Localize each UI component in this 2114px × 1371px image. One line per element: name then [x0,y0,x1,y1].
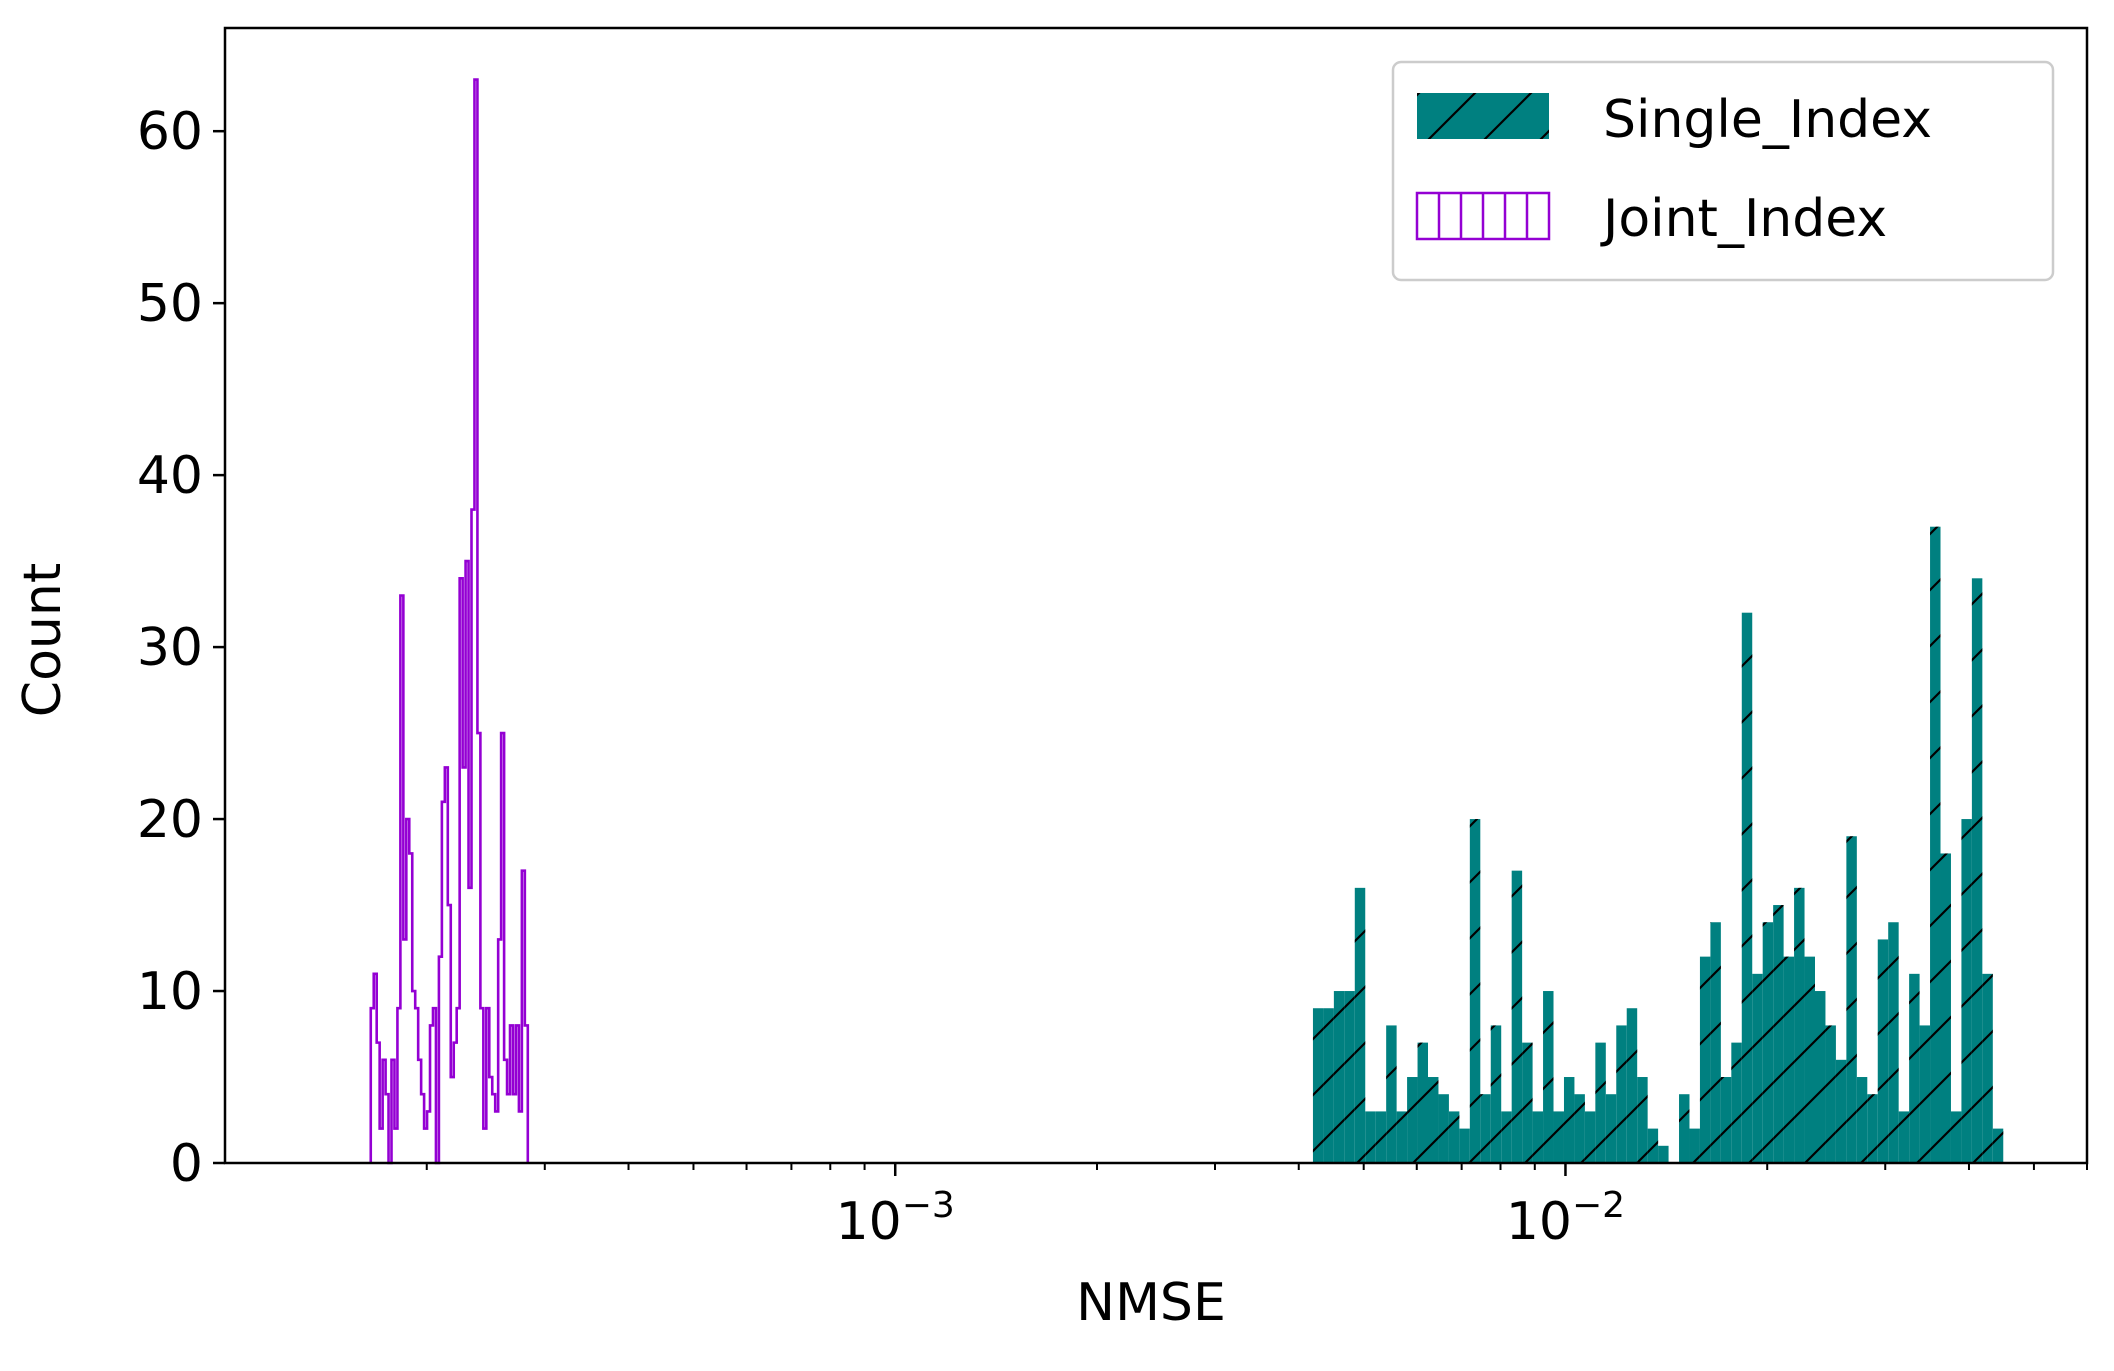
bar-hatch-single-index [1469,819,1481,1163]
bar-hatch-single-index [1386,1025,1397,1163]
bar-hatch-single-index [1333,991,1345,1163]
bar-hatch-single-index [1417,1042,1429,1163]
bar-hatch-single-index [1909,973,1920,1163]
legend-label-joint-index: Joint_Index [1600,189,1887,249]
bar-hatch-single-index [1647,1128,1659,1163]
bar-hatch-single-index [1543,991,1554,1163]
bar-hatch-single-index [1992,1128,2004,1163]
axes-frame [223,26,2089,1165]
bar-hatch-single-index [1731,1042,1742,1163]
y-axis-label: Count [13,563,73,717]
bar-hatch-single-index [1344,991,1355,1163]
y-tick-label: 0 [170,1134,203,1194]
bar-hatch-single-index [1312,1008,1324,1163]
x-axis-label: NMSE [1076,1273,1226,1333]
bar-hatch-single-index [1961,819,1972,1163]
bar-hatch-single-index [1563,1077,1575,1163]
bar-hatch-single-index [1490,1025,1502,1163]
bar-hatch-single-index [1982,973,1993,1163]
legend-swatch-joint-index-hatch [1437,193,1529,239]
y-tick-label: 30 [137,618,203,678]
legend-frame [1391,60,2055,282]
bar-hatch-single-index [1407,1077,1418,1163]
y-tick-label: 20 [137,790,203,850]
bar-hatch-single-index [1354,887,1366,1163]
bar-hatch-single-index [1783,956,1795,1163]
bar-hatch-single-index [1898,1111,1910,1163]
bar-hatch-single-index [1428,1077,1439,1163]
bar-hatch-single-index [1553,1111,1564,1163]
bar-hatch-single-index [1710,922,1721,1163]
bar-hatch-single-index [1971,578,1983,1163]
bar-hatch-single-index [1480,1094,1491,1163]
bar-hatch-single-index [1752,973,1763,1163]
legend-swatch-single-index-hatch [1417,93,1549,139]
bar-hatch-single-index [1323,1008,1334,1163]
bar-hatch-single-index [1856,1077,1868,1163]
bar-hatch-single-index [1637,1077,1648,1163]
bar-hatch-single-index [1762,922,1774,1163]
bar-hatch-single-index [1511,870,1523,1163]
bar-hatch-single-index [1375,1111,1387,1163]
bar-hatch-single-index [1825,1025,1836,1163]
bar-hatch-single-index [1846,836,1857,1163]
bar-hatch-single-index [1522,1042,1533,1163]
y-tick-label: 10 [137,962,203,1022]
bar-hatch-single-index [1877,939,1889,1163]
bar-hatch-single-index [1532,1111,1544,1163]
bar-hatch-single-index [1584,1111,1596,1163]
bar-hatch-single-index [1720,1077,1732,1163]
bar-hatch-single-index [1741,612,1753,1163]
bar-hatch-single-index [1919,1025,1931,1163]
legend: Single_Index Joint_Index [1391,60,2055,282]
bar-hatch-single-index [1501,1111,1512,1163]
bar-hatch-single-index [1438,1094,1449,1163]
bar-hatch-single-index [1679,1094,1690,1163]
bar-hatch-single-index [1888,922,1899,1163]
y-tick-label: 50 [137,274,203,334]
bar-hatch-single-index [1365,1111,1376,1163]
bar-hatch-single-index [1867,1094,1878,1163]
bar-hatch-single-index [1773,905,1784,1163]
bar-hatch-single-index [1699,956,1711,1163]
bar-hatch-single-index [1574,1094,1585,1163]
series-joint-index [369,78,530,1165]
bar-hatch-single-index [1626,1008,1638,1163]
bar-hatch-single-index [1835,1059,1847,1163]
bar-hatch-single-index [1605,1094,1617,1163]
bar-hatch-single-index [1794,887,1805,1163]
bar-hatch-single-index [1689,1128,1700,1163]
x-tick-label: 10−3 [836,1185,955,1252]
legend-label-single-index: Single_Index [1603,90,1932,150]
bar-hatch-single-index [1595,1042,1606,1163]
bar-hatch-single-index [1930,526,1941,1163]
bar-hatch-single-index [1814,991,1826,1163]
bar-hatch-single-index [1616,1025,1627,1163]
bar-hatch-single-index [1804,956,1815,1163]
x-tick-label: 10−2 [1506,1185,1625,1252]
bar-hatch-single-index [1459,1128,1470,1163]
bar-hatch-single-index [1940,853,1951,1163]
y-tick-label: 60 [137,102,203,162]
series-single-index [1312,526,2004,1163]
bar-hatch-single-index [1448,1111,1460,1163]
bar-hatch-single-index [1658,1145,1669,1163]
bar-hatch-single-index [1950,1111,1962,1163]
bar-hatch-single-index [1396,1111,1408,1163]
y-tick-label: 40 [137,446,203,506]
